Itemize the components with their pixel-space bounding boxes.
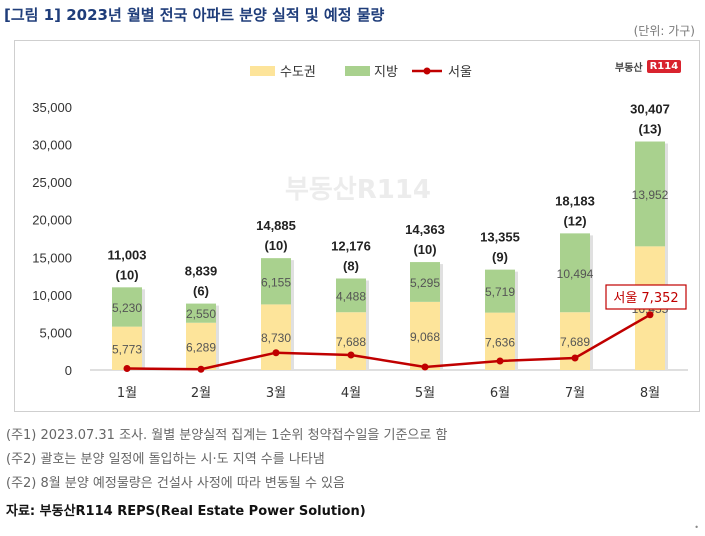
bar-regional xyxy=(336,278,366,313)
y-tick-label: 25,000 xyxy=(32,175,72,190)
regional-value-label: 5,719 xyxy=(485,285,515,299)
seoul-point xyxy=(272,349,280,357)
total-label: 11,003 xyxy=(107,247,146,262)
brand-logo: 부동산 R114 xyxy=(615,56,695,76)
regional-value-label: 5,295 xyxy=(410,276,440,290)
bar-capital xyxy=(336,312,366,370)
logo-text: 부동산 xyxy=(615,62,643,74)
x-tick-label: 2월 xyxy=(191,386,211,401)
seoul-line xyxy=(126,313,651,371)
legend-label-capital: 수도권 xyxy=(280,65,316,80)
y-tick-label: 10,000 xyxy=(32,288,72,303)
legend-swatch-regional xyxy=(345,66,370,76)
footnote-3: (주2) 8월 분양 예정물량은 건설사 사정에 따라 변동될 수 있음 xyxy=(6,476,345,491)
seoul-callout-box xyxy=(605,284,687,310)
total-label: 18,183 xyxy=(555,193,595,208)
y-tick-label: 30,000 xyxy=(32,138,72,153)
regional-value-label: 13,952 xyxy=(632,188,669,202)
bar-shadow xyxy=(515,271,518,370)
x-tick-label: 7월 xyxy=(565,386,585,401)
bar-regional xyxy=(112,287,142,327)
regional-value-label: 10,494 xyxy=(557,267,594,281)
bar-capital xyxy=(261,304,291,370)
bar-capital xyxy=(112,326,142,370)
bar-shadow xyxy=(366,280,369,370)
count-label: (10) xyxy=(115,267,138,282)
footnote-2: (주2) 괄호는 분양 일정에 돌입하는 시·도 지역 수를 나타냄 xyxy=(6,452,325,467)
capital-value-label: 6,289 xyxy=(186,340,216,354)
y-tick-label: 0 xyxy=(65,363,72,378)
bar-regional xyxy=(261,258,291,305)
count-label: (10) xyxy=(413,242,436,257)
legend-marker-seoul xyxy=(423,67,431,75)
y-tick-label: 35,000 xyxy=(32,100,72,115)
bar-regional xyxy=(186,303,216,323)
x-tick-label: 8월 xyxy=(640,386,660,401)
capital-value-label: 5,773 xyxy=(112,342,142,356)
bar-regional xyxy=(410,262,440,302)
count-label: (8) xyxy=(343,259,359,274)
bar-shadow xyxy=(216,305,219,370)
capital-value-label: 8,730 xyxy=(261,331,291,345)
capital-value-label: 7,689 xyxy=(560,335,590,349)
seoul-point xyxy=(646,311,654,319)
bar-shadow xyxy=(665,143,668,370)
bar-chart: 부동산R114 0 5,000 10,000 15,000 20,000 25,000 30,… xyxy=(32,65,688,401)
total-label: 13,355 xyxy=(480,230,520,245)
seoul-point xyxy=(347,351,355,359)
x-tick-label: 5월 xyxy=(415,386,435,401)
count-label: (9) xyxy=(492,250,508,265)
seoul-point xyxy=(421,363,429,371)
legend-label-regional: 지방 xyxy=(374,65,398,80)
seoul-point xyxy=(197,365,205,373)
x-tick-label: 3월 xyxy=(266,386,286,401)
total-label: 8,839 xyxy=(185,264,218,279)
bar-capital xyxy=(410,301,440,370)
seoul-callout: 서울 7,352 xyxy=(613,291,678,306)
bar-capital xyxy=(186,322,216,370)
unit-label: (단위: 가구) xyxy=(633,24,695,38)
total-label: 30,407 xyxy=(630,102,670,117)
page-title: [그림 1] 2023년 월별 전국 아파트 분양 실적 및 예정 물량 xyxy=(4,6,385,24)
total-label: 14,363 xyxy=(405,222,445,237)
x-tick-label: 6월 xyxy=(490,386,510,401)
capital-value-label: 7,688 xyxy=(336,335,366,349)
seoul-point xyxy=(571,354,579,362)
legend-label-seoul: 서울 xyxy=(448,65,472,80)
capital-value-label: 7,636 xyxy=(485,335,515,349)
regional-value-label: 2,550 xyxy=(186,307,216,321)
y-tick-label: 20,000 xyxy=(32,213,72,228)
bar-regional xyxy=(485,269,515,313)
seoul-point xyxy=(496,357,504,365)
chart-frame xyxy=(14,40,700,412)
regional-value-label: 5,230 xyxy=(112,301,142,315)
bar-regional xyxy=(560,233,590,313)
y-tick-label: 5,000 xyxy=(39,325,72,340)
total-label: 14,885 xyxy=(256,218,296,233)
logo-badge: R114 xyxy=(646,59,682,73)
bar-shadow xyxy=(142,289,145,370)
bar-regional xyxy=(635,141,665,247)
watermark-text: 부동산R114 xyxy=(285,175,431,205)
page-mark: • xyxy=(694,523,699,532)
capital-value-label: 9,068 xyxy=(410,330,440,344)
source-line: 자료: 부동산R114 REPS(Real Estate Power Solut… xyxy=(6,504,366,519)
count-label: (12) xyxy=(563,213,586,228)
footnotes: (주1) 2023.07.31 조사. 월별 분양실적 집계는 1순위 청약접수… xyxy=(6,424,447,496)
footnote-1: (주1) 2023.07.31 조사. 월별 분양실적 집계는 1순위 청약접수… xyxy=(6,428,448,443)
bar-shadow xyxy=(291,260,294,370)
regional-value-label: 6,155 xyxy=(261,275,291,289)
y-tick-label: 15,000 xyxy=(32,250,72,265)
bar-shadow xyxy=(440,264,443,370)
legend-swatch-capital xyxy=(250,66,275,76)
x-tick-label: 1월 xyxy=(117,386,137,401)
regional-value-label: 4,488 xyxy=(336,289,366,303)
bar-shadow xyxy=(590,235,593,370)
x-tick-label: 4월 xyxy=(341,386,361,401)
count-label: (6) xyxy=(193,284,209,299)
count-label: (10) xyxy=(264,238,287,253)
total-label: 12,176 xyxy=(331,239,371,254)
count-label: (13) xyxy=(638,122,661,137)
seoul-point xyxy=(123,364,131,372)
